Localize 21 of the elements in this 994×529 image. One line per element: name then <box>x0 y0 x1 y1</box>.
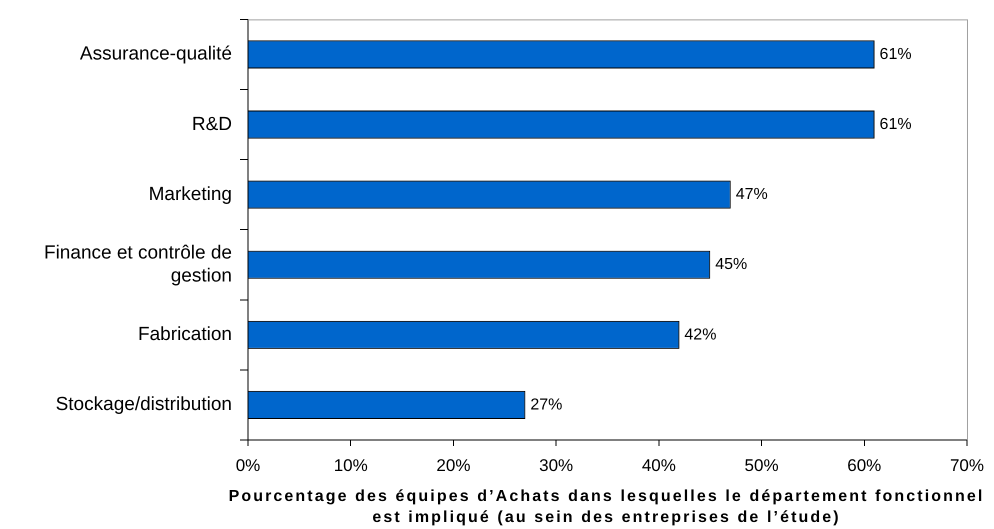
x-tick-label: 10% <box>334 456 368 475</box>
x-tick-label: 0% <box>236 456 260 475</box>
data-label: 47% <box>736 186 768 204</box>
y-tick-label: Stockage/distribution <box>56 394 232 416</box>
data-label: 27% <box>530 396 562 414</box>
data-label: 42% <box>684 326 716 344</box>
data-label: 61% <box>880 46 912 63</box>
x-tick-label: 40% <box>642 456 676 475</box>
x-axis-title: Pourcentage des équipes d’Achats dans lesquelles le département fonctionnel est impliqué (au sein des entreprises de l’étude) <box>228 487 986 528</box>
y-tick-label: R&D <box>192 114 232 135</box>
y-tick-label: Marketing <box>148 184 232 205</box>
y-tick-label: Finance et contrôle de gestion <box>44 242 232 286</box>
x-tick-label: 50% <box>744 456 779 475</box>
x-tick-label: 20% <box>436 456 470 475</box>
x-tick-label: 30% <box>539 456 574 475</box>
x-tick-label: 70% <box>950 456 984 475</box>
y-tick-label: Fabrication <box>138 324 232 346</box>
y-tick-label: Assurance-qualité <box>80 44 232 65</box>
x-tick-label: 60% <box>847 456 882 475</box>
data-label: 45% <box>715 256 748 274</box>
data-label: 61% <box>880 116 912 133</box>
